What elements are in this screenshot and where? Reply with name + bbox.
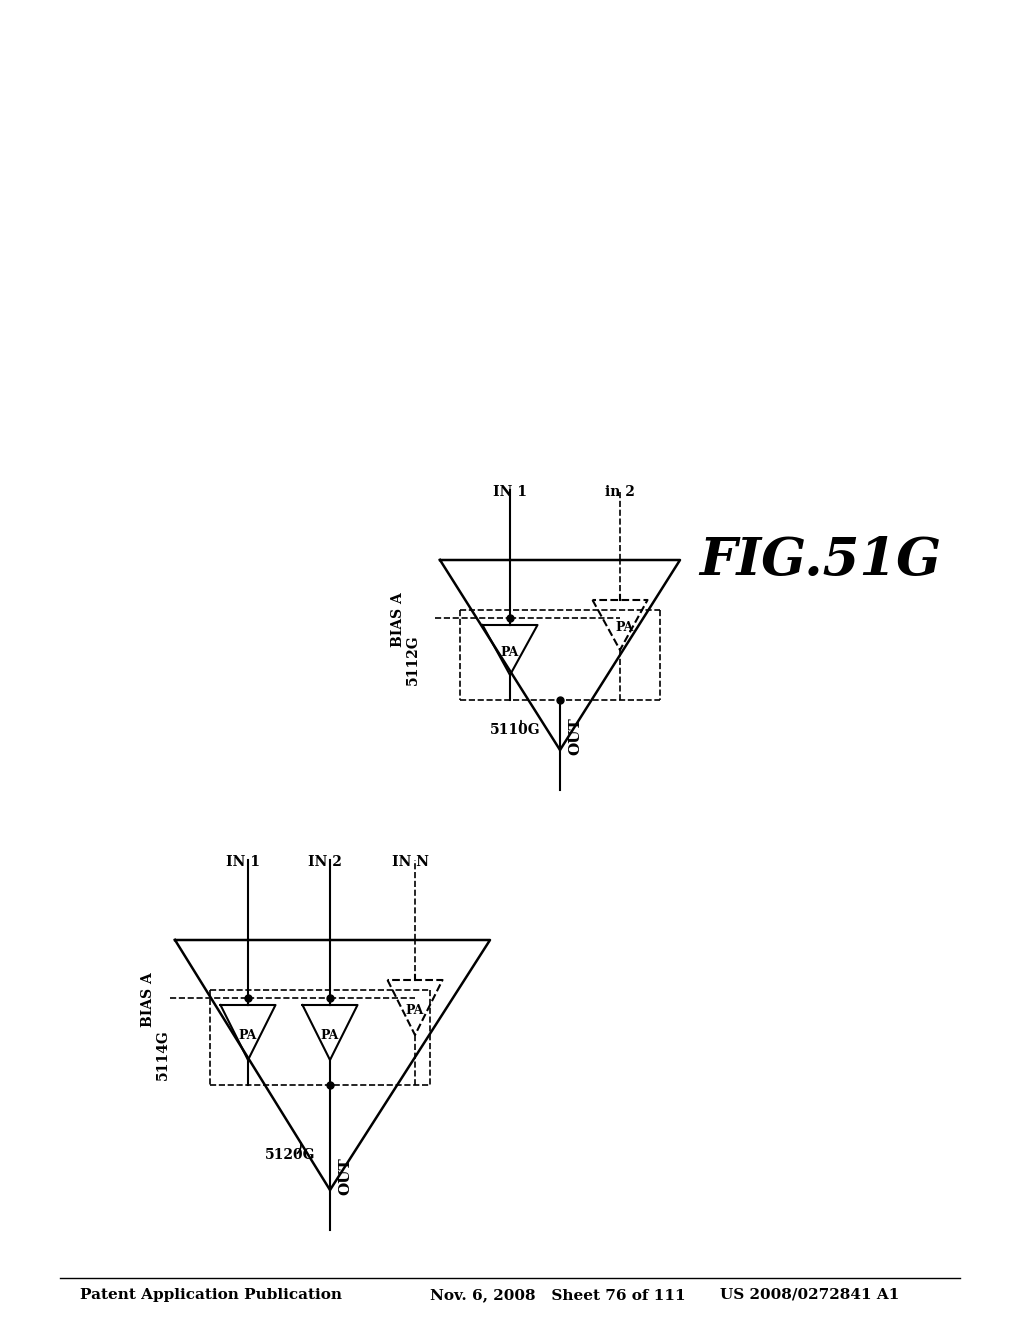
Text: 5120G: 5120G xyxy=(265,1148,315,1162)
Text: PA: PA xyxy=(239,1028,257,1041)
Text: Nov. 6, 2008   Sheet 76 of 111: Nov. 6, 2008 Sheet 76 of 111 xyxy=(430,1288,686,1302)
Text: PA: PA xyxy=(321,1028,339,1041)
Text: BIAS A: BIAS A xyxy=(391,593,406,647)
Text: OUT: OUT xyxy=(568,717,582,755)
Text: IN N: IN N xyxy=(391,855,428,869)
Text: PA: PA xyxy=(406,1003,424,1016)
Text: IN 1: IN 1 xyxy=(493,484,527,499)
Text: FIG.51G: FIG.51G xyxy=(699,535,941,586)
Text: 5114G: 5114G xyxy=(156,1030,170,1080)
Text: PA: PA xyxy=(615,620,634,634)
Text: in 2: in 2 xyxy=(605,484,635,499)
Text: PA: PA xyxy=(501,645,519,659)
Text: IN 2: IN 2 xyxy=(308,855,342,869)
Text: US 2008/0272841 A1: US 2008/0272841 A1 xyxy=(720,1288,899,1302)
Text: BIAS A: BIAS A xyxy=(141,973,155,1027)
Text: IN 1: IN 1 xyxy=(226,855,260,869)
Text: 5110G: 5110G xyxy=(490,723,541,737)
Text: 5112G: 5112G xyxy=(406,635,420,685)
Text: OUT: OUT xyxy=(338,1158,352,1195)
Text: Patent Application Publication: Patent Application Publication xyxy=(80,1288,342,1302)
